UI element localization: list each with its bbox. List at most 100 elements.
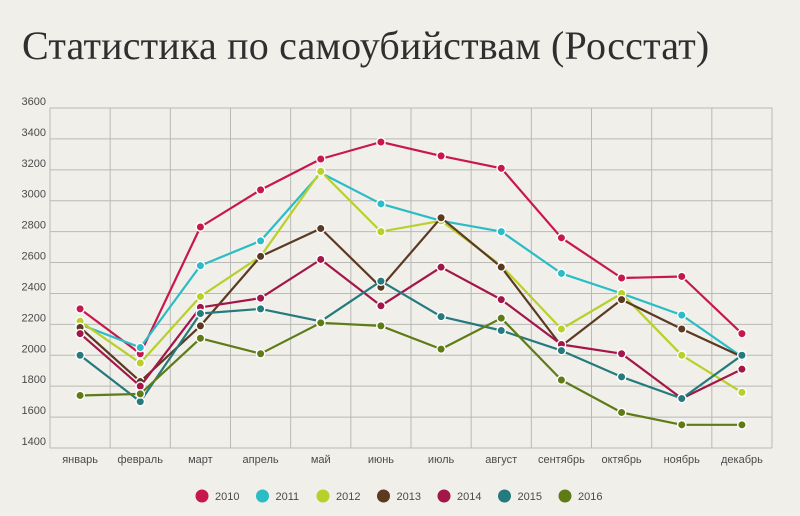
y-tick-label: 3000: [22, 189, 46, 201]
data-point: [75, 304, 85, 314]
y-tick-label: 2600: [22, 251, 46, 263]
data-point: [737, 364, 747, 375]
data-point: [135, 389, 146, 399]
data-point: [376, 321, 386, 331]
legend-item: 2012: [316, 489, 360, 503]
y-tick-label: 1400: [22, 436, 46, 448]
y-tick-label: 2800: [22, 220, 46, 232]
data-point: [556, 232, 567, 243]
data-point: [676, 419, 687, 430]
legend-marker: [195, 489, 209, 503]
data-point: [135, 358, 146, 368]
series-2016: [75, 313, 747, 430]
data-point: [737, 350, 747, 361]
legend-marker: [256, 489, 269, 503]
legend-item: 2011: [256, 489, 300, 503]
series-2014: [75, 254, 747, 404]
data-point: [315, 317, 326, 328]
data-point: [376, 137, 386, 147]
legend: 2010 2011 2012 2013 2014 2015 2016: [195, 489, 602, 503]
data-point: [737, 387, 747, 398]
data-point: [195, 308, 206, 319]
data-point: [255, 185, 266, 195]
y-tick-label: 2000: [22, 343, 46, 355]
legend-label: 2015: [518, 491, 542, 503]
data-point: [376, 226, 386, 237]
data-point: [496, 313, 507, 324]
y-tick-label: 3200: [22, 158, 46, 170]
data-point: [376, 276, 386, 286]
legend-item: 2014: [437, 489, 481, 503]
legend-label: 2014: [457, 491, 481, 503]
chart-title: Статистика по самоубийствам (Росстат): [22, 23, 710, 68]
data-point: [556, 375, 567, 385]
legend-item: 2013: [377, 489, 421, 503]
data-point: [676, 310, 687, 320]
data-point: [496, 294, 507, 305]
data-point: [556, 345, 567, 356]
data-point: [616, 407, 627, 418]
data-point: [135, 342, 146, 353]
data-point: [496, 325, 507, 336]
data-point: [616, 294, 627, 305]
data-point: [75, 350, 85, 361]
x-tick-label: сентябрь: [538, 454, 585, 466]
data-point: [376, 198, 386, 209]
grid: [49, 107, 773, 449]
x-tick-label: март: [188, 454, 213, 466]
series-2013: [75, 212, 747, 387]
data-point: [195, 321, 206, 331]
data-point: [376, 300, 386, 311]
x-tick-label: октябрь: [601, 454, 641, 466]
series-line: [79, 171, 743, 358]
legend-label: 2012: [336, 491, 360, 503]
x-tick-label: май: [311, 454, 331, 466]
x-tick-label: июль: [428, 454, 455, 466]
data-point: [556, 324, 567, 334]
series-line: [80, 317, 742, 426]
legend-label: 2013: [397, 491, 421, 503]
x-tick-label: июнь: [368, 454, 394, 466]
data-point: [75, 328, 85, 339]
x-tick-label: декабрь: [721, 454, 763, 466]
y-tick-label: 1800: [22, 374, 46, 386]
data-point: [556, 268, 567, 279]
data-point: [436, 151, 446, 161]
legend-item: 2015: [498, 489, 542, 503]
legend-item: 2010: [195, 489, 239, 503]
data-point: [195, 222, 206, 232]
data-point: [315, 223, 326, 234]
data-point: [616, 372, 627, 382]
x-tick-label: февраль: [118, 454, 164, 466]
data-point: [616, 348, 627, 359]
data-point: [255, 293, 266, 303]
x-axis-ticks: январь февраль март апрель май июнь июль август…: [62, 454, 763, 466]
x-tick-label: ноябрь: [664, 454, 701, 466]
data-point: [436, 344, 446, 354]
data-point: [737, 328, 747, 339]
series-2015: [75, 276, 747, 407]
legend-label: 2011: [276, 491, 300, 503]
data-point: [255, 348, 266, 359]
data-point: [315, 154, 326, 164]
data-point: [195, 291, 206, 302]
data-point: [436, 311, 446, 322]
data-point: [315, 254, 326, 265]
y-tick-label: 3600: [22, 96, 46, 108]
data-point: [496, 163, 507, 174]
x-tick-label: апрель: [243, 454, 279, 466]
series-line: [79, 280, 743, 403]
data-point: [496, 262, 507, 273]
data-point: [195, 333, 206, 344]
data-point: [436, 262, 446, 273]
data-point: [616, 273, 627, 283]
legend-marker: [316, 489, 330, 503]
data-point: [737, 419, 747, 430]
y-axis-ticks: 1400 1600 1800 2000 2200 2400 2600 2800 3000 3200…: [22, 96, 46, 448]
data-point: [315, 166, 326, 177]
data-point: [255, 304, 266, 314]
legend-marker: [558, 489, 572, 503]
x-tick-label: январь: [62, 454, 98, 466]
legend-marker: [498, 489, 511, 503]
data-point: [676, 271, 687, 282]
